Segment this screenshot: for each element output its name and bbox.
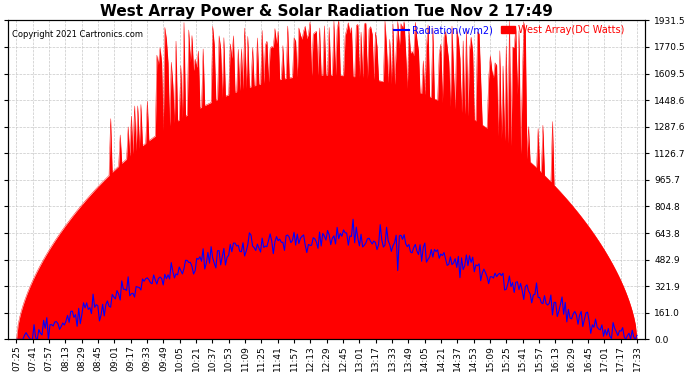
- Legend: Radiation(w/m2), West Array(DC Watts): Radiation(w/m2), West Array(DC Watts): [395, 25, 624, 35]
- Title: West Array Power & Solar Radiation Tue Nov 2 17:49: West Array Power & Solar Radiation Tue N…: [100, 4, 553, 19]
- Text: Copyright 2021 Cartronics.com: Copyright 2021 Cartronics.com: [12, 30, 143, 39]
